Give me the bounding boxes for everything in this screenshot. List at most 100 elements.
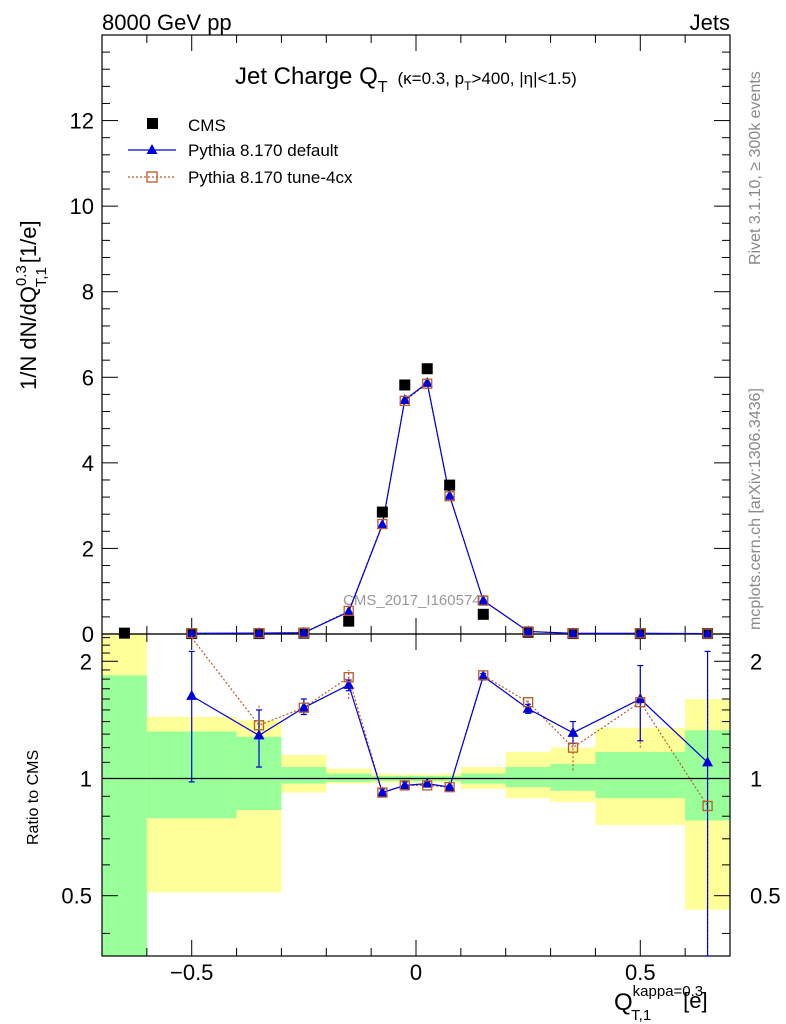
tune-ratio-point xyxy=(253,720,265,731)
default-ratio-point xyxy=(702,756,714,767)
x-axis-label: Qkappa=0.3 T,1 [e] xyxy=(614,983,708,1024)
default-data-point xyxy=(702,627,714,638)
default-ratio-point xyxy=(343,678,355,689)
ratio-y-tick-label-left: 2 xyxy=(80,649,92,674)
ratio-y-axis-label: Ratio to CMS xyxy=(25,750,42,845)
y-tick-label: 10 xyxy=(70,194,94,219)
mcplots-label: mcplots.cern.ch [arXiv:1306.3436] xyxy=(747,388,764,630)
header-energy-label: 8000 GeV pp xyxy=(102,10,232,35)
tune-data-point xyxy=(444,491,455,502)
ratio-y-tick-label-right: 0.5 xyxy=(750,884,781,909)
legend-label-default: Pythia 8.170 default xyxy=(188,141,339,160)
xlabel-sub: T,1 xyxy=(631,1007,651,1024)
tune-ratio-point xyxy=(298,702,310,713)
y-tick-label: 12 xyxy=(70,109,94,134)
x-tick-label: 0.5 xyxy=(625,960,656,985)
y-axis-label: 1/N dN/dQ0.3 T,1 [1/e] xyxy=(13,220,50,390)
tune-ratio-point xyxy=(635,697,646,708)
xlabel-unit: [e] xyxy=(683,988,707,1013)
y-tick-label: 4 xyxy=(82,451,94,476)
default-data-point xyxy=(298,626,310,637)
cms-data-point xyxy=(477,608,489,620)
default-data-point xyxy=(253,627,265,638)
ylabel-pre: 1/N dN/dQ xyxy=(16,286,41,390)
xlabel-sup: kappa=0.3 xyxy=(633,983,703,1000)
tune-data-point xyxy=(377,518,388,530)
cms-data-point xyxy=(399,379,411,391)
legend-marker-default xyxy=(146,144,158,154)
default-ratio-point xyxy=(522,702,534,713)
rivet-version-label: Rivet 3.1.10, ≥ 300k events xyxy=(747,71,764,265)
ratio-uncertainty-bands xyxy=(102,634,730,956)
ratio-plot-frame xyxy=(101,633,731,957)
ratio-y-tick-label-left: 1 xyxy=(80,766,92,791)
xlabel-main: Q xyxy=(614,989,633,1016)
default-data-point xyxy=(421,376,433,387)
tune-data-point xyxy=(522,626,534,637)
default-data-point xyxy=(343,605,355,616)
x-tick-label: 0 xyxy=(410,960,422,985)
default-ratio-point xyxy=(567,726,579,737)
y-tick-label: 6 xyxy=(82,365,94,390)
header-jets-label: Jets xyxy=(690,10,730,35)
cms-data-point xyxy=(421,363,433,375)
default-data-point xyxy=(522,625,534,636)
ratio-y-tick-label-right: 1 xyxy=(750,766,762,791)
ratio-band-inner-0 xyxy=(102,675,147,956)
tune-ratio-point xyxy=(522,697,534,708)
tune-ratio-point xyxy=(567,742,579,753)
tune-ratio-point xyxy=(343,672,354,683)
cms-data-point xyxy=(444,479,456,491)
tune-data-point xyxy=(702,628,713,639)
ratio-plot-data xyxy=(186,634,714,957)
tune-ratio-point xyxy=(399,780,410,791)
title-main: Jet Charge Q xyxy=(235,63,378,90)
tune-data-point xyxy=(298,627,310,638)
legend-label-tune: Pythia 8.170 tune-4cx xyxy=(188,168,353,187)
default-data-point xyxy=(444,489,456,500)
ratio-band-inner-3 xyxy=(281,767,327,784)
chart-title: Jet Charge QT (κ=0.3, pT>400, |η|<1.5) xyxy=(235,63,577,96)
default-ratio-point xyxy=(477,670,489,681)
analysis-watermark: CMS_2017_I1605749 xyxy=(343,592,489,609)
default-ratio-point xyxy=(298,701,310,712)
title-params-sub: T xyxy=(464,79,472,93)
tune-data-point xyxy=(422,378,433,389)
legend-marker-cms xyxy=(147,118,158,129)
ratio-band-inner-4 xyxy=(326,773,372,782)
title-params: (κ=0.3, p xyxy=(398,69,465,88)
legend-label-cms: CMS xyxy=(188,116,226,135)
cms-data-point xyxy=(376,506,388,518)
tune-data-point xyxy=(635,628,646,639)
main-plot-data xyxy=(118,363,714,640)
ylabel-unit: [1/e] xyxy=(16,220,41,263)
title-sub: T xyxy=(378,79,388,96)
default-ratio-point xyxy=(253,729,265,740)
tune-ratio-point xyxy=(702,800,713,812)
ratio-axis-ticks: 0.5 0.5 1 1 2 2 xyxy=(61,637,781,934)
default-ratio-point xyxy=(376,786,388,797)
tune-ratio-point xyxy=(377,787,388,798)
default-ratio-point xyxy=(444,781,456,792)
default-data-point xyxy=(634,627,646,638)
cms-data-point xyxy=(343,615,355,627)
legend-marker-tune xyxy=(146,171,158,183)
tune-ratio-point xyxy=(444,782,455,793)
ratio-band-inner-11 xyxy=(595,751,686,799)
tune-data-point xyxy=(343,605,354,617)
tune-data-point xyxy=(253,627,265,639)
title-params-rest: >400, |η|<1.5) xyxy=(471,69,576,88)
default-ratio-point xyxy=(399,779,411,790)
default-data-point xyxy=(186,627,198,638)
y-tick-label: 8 xyxy=(82,280,94,305)
default-ratio-point xyxy=(186,689,198,700)
ylabel-sub: T,1 xyxy=(33,267,50,287)
legend: CMS Pythia 8.170 default Pythia 8.170 tu… xyxy=(128,116,353,187)
tune-data-point xyxy=(399,395,410,406)
default-data-point xyxy=(399,393,411,404)
y-tick-label: 0 xyxy=(82,622,94,647)
default-data-point xyxy=(567,627,579,638)
tune-ratio-point xyxy=(478,670,489,681)
